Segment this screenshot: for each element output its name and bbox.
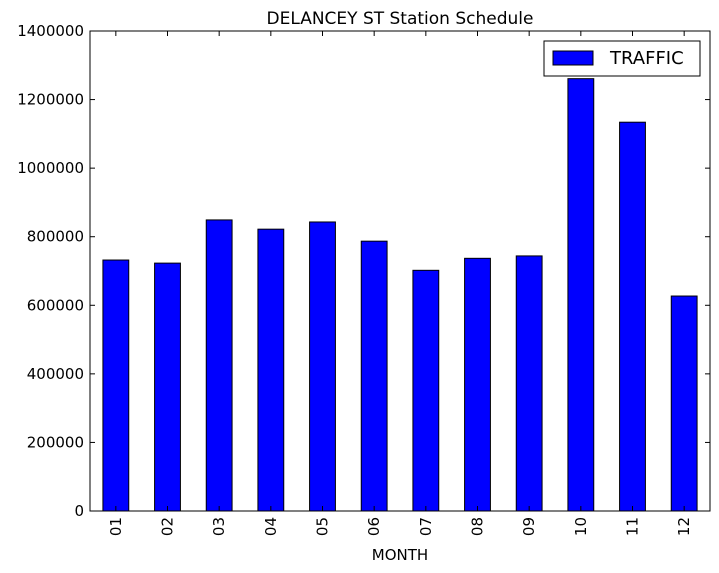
x-tick-label: 08 — [469, 517, 487, 536]
x-tick-label: 09 — [520, 517, 538, 536]
x-tick-label: 10 — [572, 517, 590, 536]
x-tick-label: 06 — [365, 517, 383, 536]
y-tick-label: 1200000 — [17, 91, 84, 109]
bar-05 — [309, 221, 336, 512]
x-tick-label: 03 — [210, 517, 228, 536]
bars-group — [102, 78, 698, 512]
x-tick-label: 01 — [107, 517, 125, 536]
y-tick-label: 200000 — [27, 433, 84, 451]
y-axis: 0 200000 400000 600000 800000 1000000 1200000 1… — [17, 22, 710, 520]
y-tick-label: 600000 — [27, 296, 84, 314]
bar-11 — [619, 121, 646, 512]
chart-title: DELANCEY ST Station Schedule — [267, 9, 534, 29]
y-tick-label: 0 — [74, 502, 84, 520]
bar-12 — [670, 295, 698, 512]
bar-03 — [205, 219, 233, 512]
x-tick-label: 05 — [314, 517, 332, 536]
x-tick-label: 07 — [417, 517, 435, 536]
bar-07 — [412, 269, 440, 512]
legend: TRAFFIC — [543, 40, 701, 77]
x-tick-label: 04 — [262, 517, 280, 536]
legend-label: TRAFFIC — [609, 48, 684, 69]
bar-08 — [464, 257, 491, 512]
x-axis-label: MONTH — [372, 546, 428, 564]
bar-06 — [360, 240, 388, 512]
x-tick-label: 02 — [159, 517, 177, 536]
legend-swatch — [552, 50, 594, 66]
y-tick-label: 1000000 — [17, 159, 84, 177]
y-tick-label: 400000 — [27, 365, 84, 383]
bar-10 — [567, 78, 595, 512]
bar-04 — [257, 228, 285, 512]
x-tick-label: 12 — [675, 517, 693, 536]
bar-02 — [154, 262, 181, 512]
x-axis: 01 02 03 04 05 06 07 08 09 10 11 12 — [107, 31, 693, 536]
bar-01 — [102, 259, 130, 512]
x-tick-label: 11 — [624, 517, 642, 536]
plot-frame — [89, 30, 711, 512]
bar-09 — [515, 255, 543, 512]
y-tick-label: 1400000 — [17, 22, 84, 40]
y-tick-label: 800000 — [27, 228, 84, 246]
